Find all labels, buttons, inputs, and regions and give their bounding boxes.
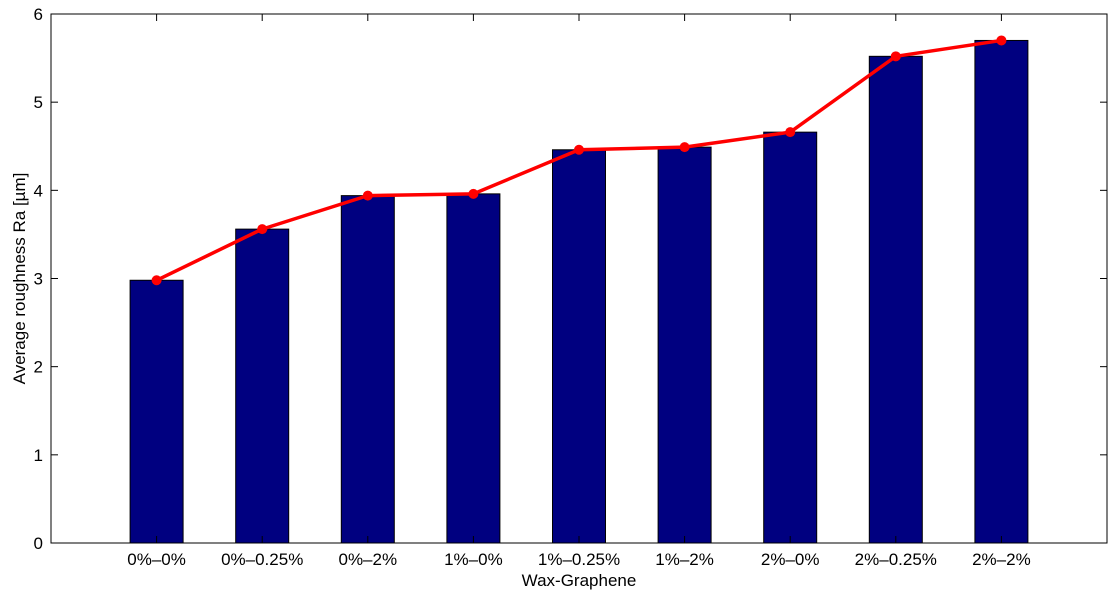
bar-1 xyxy=(235,228,290,544)
bar-6 xyxy=(763,131,818,544)
line-point-0 xyxy=(151,275,162,286)
line-series-group xyxy=(151,35,1007,286)
bars-group xyxy=(129,39,1029,544)
y-tick-label: 5 xyxy=(34,93,43,112)
y-tick-label: 1 xyxy=(34,446,43,465)
bar-4 xyxy=(552,149,606,544)
x-tick-label: 1%–0% xyxy=(444,550,503,569)
x-tick-label: 2%–2% xyxy=(972,550,1031,569)
line-point-5 xyxy=(679,142,690,153)
x-ticks-group: 0%–0% 0%–0.25% 0%–2% 1%–0% 1%–0.25% 1%–2% 2%–0… xyxy=(127,14,1031,569)
bar-3 xyxy=(446,193,501,544)
x-tick-label: 1%–2% xyxy=(655,550,714,569)
y-tick-label: 4 xyxy=(34,181,43,200)
line-point-2 xyxy=(362,190,373,201)
bar-8 xyxy=(974,39,1029,544)
x-tick-label: 0%–0.25% xyxy=(221,550,303,569)
bar-2 xyxy=(340,195,395,544)
x-tick-label: 2%–0.25% xyxy=(855,550,937,569)
line-point-6 xyxy=(785,127,796,138)
bar-0 xyxy=(129,279,184,544)
bar-5 xyxy=(657,146,712,544)
y-tick-label: 2 xyxy=(34,358,43,377)
line-point-3 xyxy=(468,188,479,199)
x-axis-label: Wax-Graphene xyxy=(522,571,637,590)
x-tick-label: 1%–0.25% xyxy=(538,550,620,569)
bar-7 xyxy=(868,55,923,544)
line-point-4 xyxy=(574,144,584,155)
x-tick-label: 0%–0% xyxy=(127,550,186,569)
y-tick-label: 0 xyxy=(34,534,43,553)
y-ticks-group: 0 1 2 3 4 5 6 xyxy=(34,5,1107,553)
line-point-8 xyxy=(996,35,1007,46)
line-point-7 xyxy=(890,51,901,62)
y-tick-label: 3 xyxy=(34,270,43,289)
x-tick-label: 0%–2% xyxy=(338,550,397,569)
y-axis-label: Average roughness Ra [µm] xyxy=(10,173,29,385)
y-tick-label: 6 xyxy=(34,5,43,24)
line-point-1 xyxy=(257,224,268,235)
x-tick-label: 2%–0% xyxy=(761,550,820,569)
